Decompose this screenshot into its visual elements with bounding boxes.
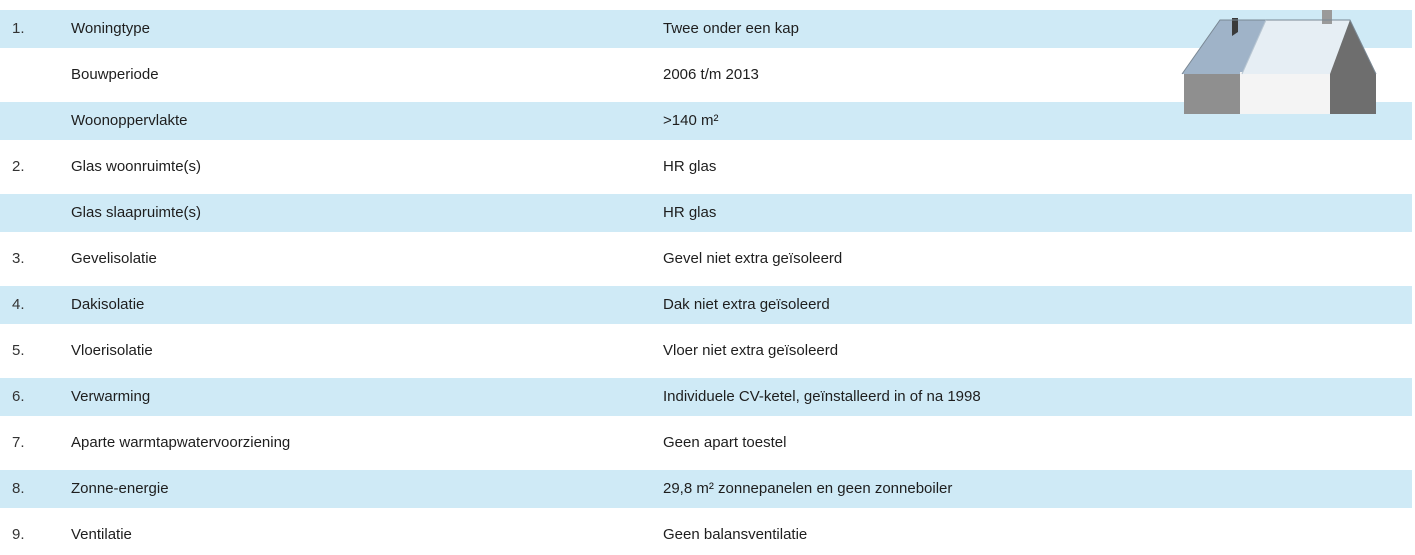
row-label: Woningtype	[71, 20, 150, 37]
table-row: 7. Aparte warmtapwatervoorziening Geen a…	[0, 424, 1412, 462]
row-label: Woonoppervlakte	[71, 112, 188, 129]
row-label: Verwarming	[71, 388, 151, 405]
row-label: Glas woonruimte(s)	[71, 158, 202, 175]
row-number	[12, 56, 52, 94]
table-row: 1. Woningtype Twee onder een kap	[0, 10, 1412, 48]
row-value: HR glas	[663, 204, 717, 221]
row-value: Gevel niet extra geïsoleerd	[663, 250, 843, 267]
table-row: 3. Gevelisolatie Gevel niet extra geïsol…	[0, 240, 1412, 278]
row-number	[12, 102, 52, 140]
row-number: 4.	[12, 296, 25, 313]
table-row: 6. Verwarming Individuele CV-ketel, geïn…	[0, 378, 1412, 416]
row-value: HR glas	[663, 158, 717, 175]
row-value: Individuele CV-ketel, geïnstalleerd in o…	[663, 388, 981, 405]
table-row: 9. Ventilatie Geen balansventilatie	[0, 516, 1412, 554]
row-number	[12, 194, 52, 232]
row-label: Dakisolatie	[71, 296, 145, 313]
table-row: 4. Dakisolatie Dak niet extra geïsoleerd	[0, 286, 1412, 324]
row-number: 6.	[12, 388, 25, 405]
table-row: 2. Glas woonruimte(s) HR glas	[0, 148, 1412, 186]
table-row: Woonoppervlakte >140 m²	[0, 102, 1412, 140]
row-number: 7.	[12, 434, 25, 451]
row-label: Zonne-energie	[71, 480, 169, 497]
row-label: Aparte warmtapwatervoorziening	[71, 434, 291, 451]
table-row: 5. Vloerisolatie Vloer niet extra geïsol…	[0, 332, 1412, 370]
table-row: Bouwperiode 2006 t/m 2013	[0, 56, 1412, 94]
semi-detached-house-icon	[1181, 10, 1377, 114]
row-number: 2.	[12, 158, 25, 175]
row-value: Vloer niet extra geïsoleerd	[663, 342, 839, 359]
table-row: Glas slaapruimte(s) HR glas	[0, 194, 1412, 232]
row-number: 8.	[12, 480, 25, 497]
row-number: 9.	[12, 526, 25, 543]
row-value: Geen apart toestel	[663, 434, 787, 451]
row-label: Vloerisolatie	[71, 342, 153, 359]
row-label: Glas slaapruimte(s)	[71, 204, 202, 221]
row-label: Ventilatie	[71, 526, 132, 543]
row-label: Gevelisolatie	[71, 250, 157, 267]
row-label: Bouwperiode	[71, 66, 159, 83]
row-value: 2006 t/m 2013	[663, 66, 759, 83]
row-value: Dak niet extra geïsoleerd	[663, 296, 830, 313]
row-number: 3.	[12, 250, 25, 267]
row-number: 5.	[12, 342, 25, 359]
row-value: Geen balansventilatie	[663, 526, 808, 543]
row-value: 29,8 m² zonnepanelen en geen zonneboiler	[663, 480, 953, 497]
table-row: 8. Zonne-energie 29,8 m² zonnepanelen en…	[0, 470, 1412, 508]
row-number: 1.	[12, 20, 25, 37]
row-value: Twee onder een kap	[663, 20, 799, 37]
row-value: >140 m²	[663, 112, 719, 129]
